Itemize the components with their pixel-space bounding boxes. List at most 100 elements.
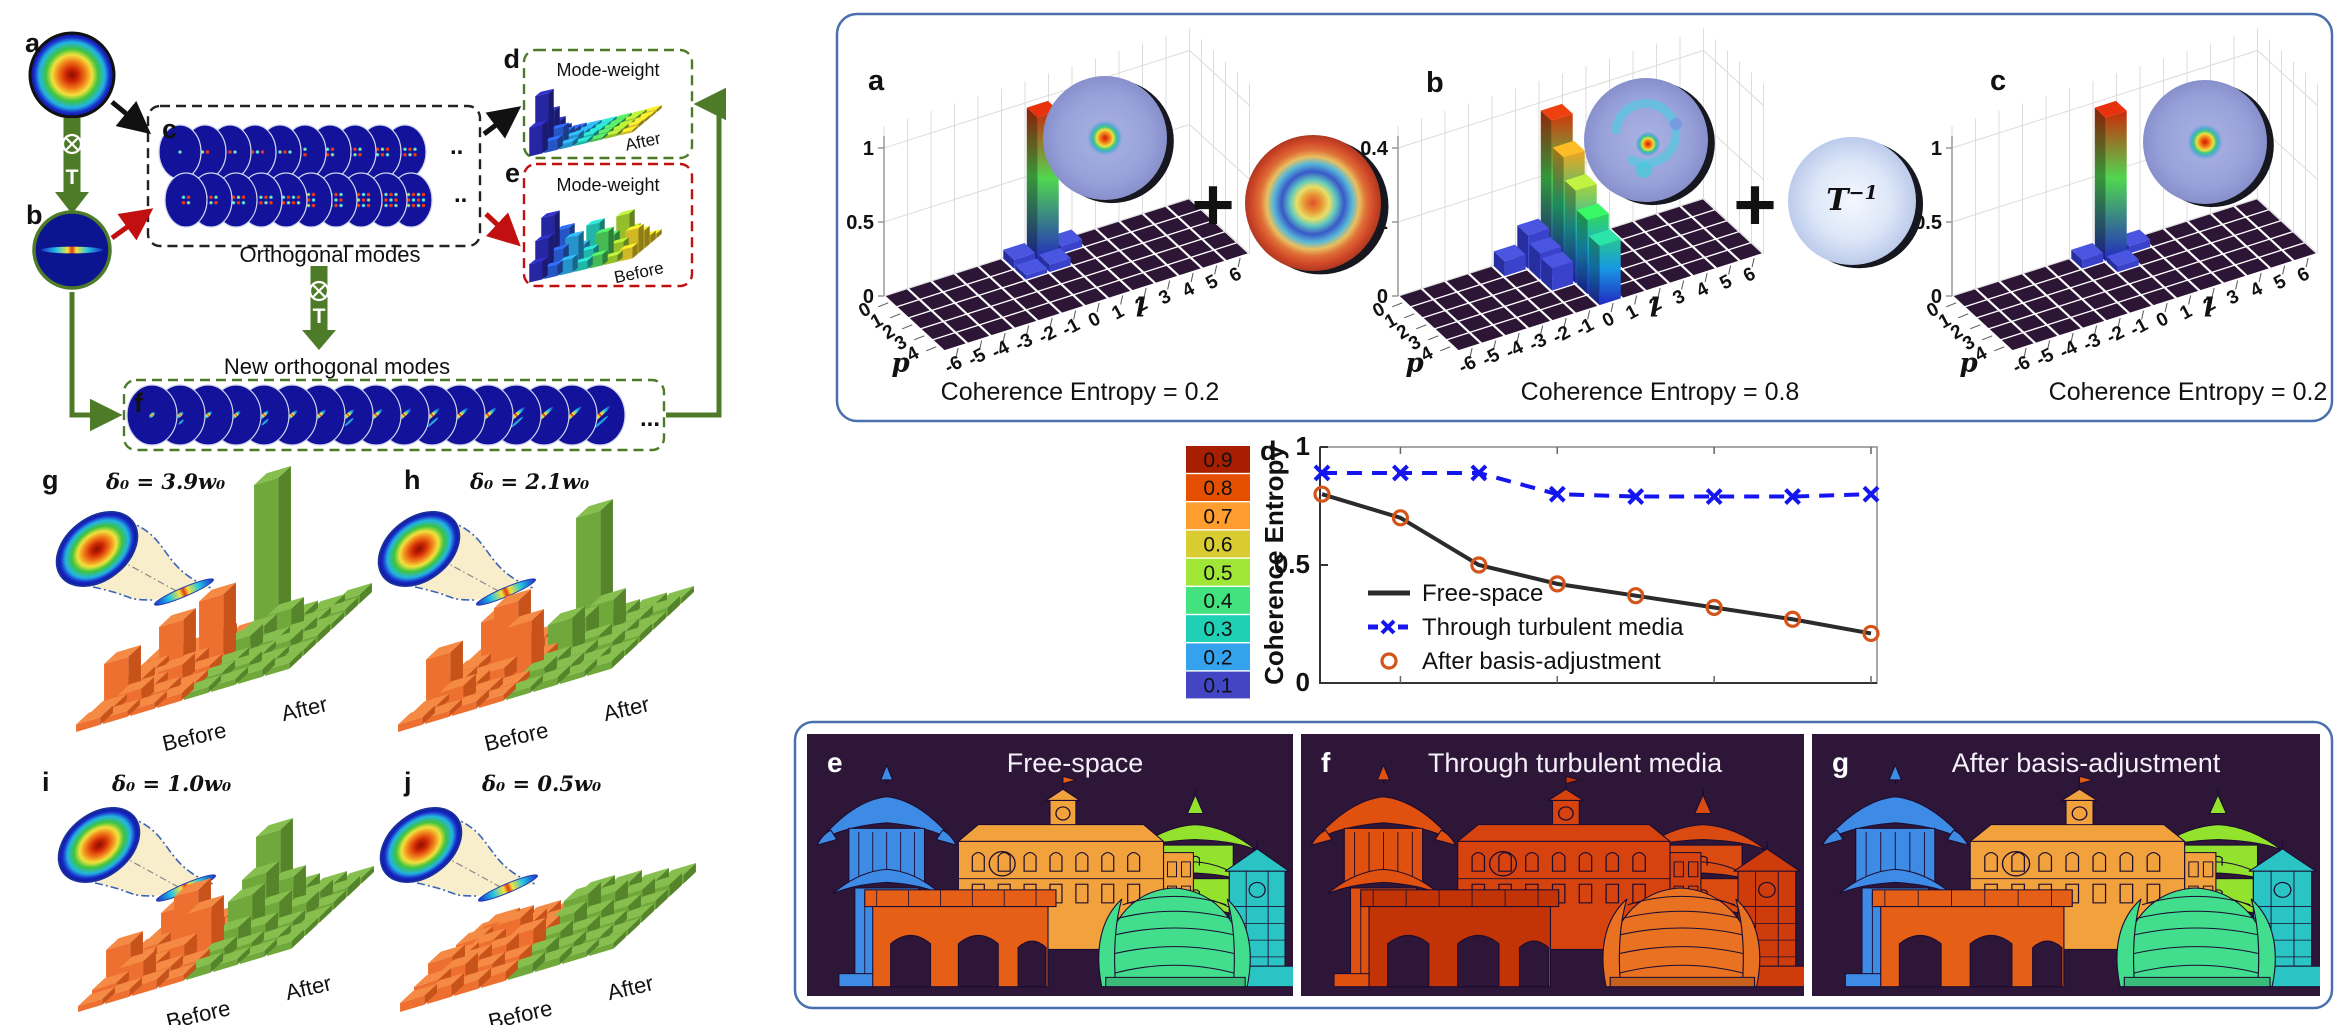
l-tick-label: -3 (1012, 329, 1037, 355)
new-orthogonal-modes-box (122, 378, 666, 452)
t-inverse-label: T−1 (1826, 182, 1877, 218)
optical-mode (126, 384, 178, 446)
panel-label-i: i (42, 767, 50, 797)
orthogonal-modes-box (146, 104, 482, 248)
l-tick-label: 6 (1740, 263, 1759, 287)
generated-graphics: TTBeforeAfterBeforeAfterBeforeAfterBefor… (28, 12, 2334, 1025)
z-tick-label: 1 (1931, 138, 1942, 160)
modal-bars (2071, 100, 2151, 273)
delta-formula-g: δ₀ = 3.9w₀ (105, 469, 225, 494)
l-tick-label: -6 (941, 352, 966, 378)
x-marker (1470, 464, 1488, 482)
p-axis-label: p (1406, 348, 1424, 378)
image-panel-label-e: e (827, 747, 843, 778)
after-axis-tag: After (283, 970, 334, 1005)
beam-propagation-funnel (379, 807, 539, 902)
flow-arrow (110, 208, 154, 241)
l-tick-label: 5 (2270, 271, 2290, 295)
mode-weight-before-title: Mode-weight (556, 175, 659, 195)
before-axis-tag: Before (160, 717, 229, 756)
circle-marker (1548, 575, 1566, 593)
delta-formula-h: δ₀ = 2.1w₀ (469, 469, 589, 494)
l-tick-label: -6 (1455, 352, 1480, 378)
t-inverse-disk: T−1 (1788, 137, 1924, 269)
y-tick-label: 1 (1296, 431, 1310, 461)
entropy-panels-box: 00.5101234-6-5-4-3-2-10123456pl00.20.401… (835, 12, 2334, 423)
legend-entry: Through turbulent media (1422, 614, 1684, 641)
beam-profile-disk (2143, 80, 2274, 208)
entropy-caption-a: Coherence Entropy = 0.2 (941, 378, 1220, 406)
colorbar-cell (1186, 502, 1250, 530)
mode-weight-before-box (522, 162, 694, 288)
circle-marker (1391, 509, 1410, 527)
mode-conversion-schematic: TT (28, 31, 726, 452)
l-tick-label: 4 (1693, 278, 1713, 302)
colorbar-value: 0.3 (1203, 618, 1232, 641)
delta-h-chart (398, 499, 694, 732)
mode-row1-ellipsis: .. (450, 133, 463, 160)
delta-i-chart (78, 818, 374, 1012)
floor-tiles (1953, 199, 2316, 351)
circle-marker (1783, 610, 1802, 628)
flow-arrow (110, 100, 152, 135)
delta-j-chart (400, 863, 696, 1012)
colorbar-cell (1186, 474, 1250, 501)
floor-tiles (1399, 199, 1762, 351)
z-tick-label: 1 (863, 138, 874, 160)
panel-label-d: d (504, 44, 521, 74)
flow-arrow (69, 292, 123, 432)
speckle-profile-disk (1584, 78, 1715, 206)
skyline-e (816, 764, 1293, 988)
colorbar-value: 0.4 (1203, 590, 1233, 613)
new-orthogonal-modes-caption: New orthogonal modes (224, 354, 450, 379)
l-axis-label: l (2204, 293, 2214, 323)
panel-label-e: e (505, 158, 520, 188)
after-axis-tag: After (601, 691, 652, 726)
beam-propagation-funnel (55, 511, 215, 606)
mode-weight-after-chart (529, 88, 662, 157)
l-tick-label: -4 (1502, 337, 1527, 364)
p-axis-label: p (1960, 348, 1978, 378)
circle-marker (1627, 587, 1645, 605)
l-tick-label: 5 (1716, 271, 1736, 295)
mode-weight-after-box (522, 48, 694, 160)
mode-rowf-ellipsis: ... (640, 405, 660, 432)
l-tick-label: 0 (1599, 308, 1618, 332)
colorbar-value: 0.5 (1203, 562, 1232, 585)
plus-sign-2: + (1733, 163, 1776, 246)
colorbar-value: 0.8 (1203, 477, 1232, 500)
coherence-entropy-chart: 0 0.5 1 Free-space Through turbulent media Af… (1274, 431, 1880, 697)
panel-label-trend-d: d (1260, 436, 1277, 466)
l-tick-label: 3 (2223, 286, 2242, 310)
circle-marker (1313, 485, 1331, 503)
l-tick-label: 5 (1202, 271, 1222, 295)
before-axis-tag: Before (482, 717, 551, 756)
l-tick-label: -1 (1059, 314, 1084, 341)
delta-j-panel: Before After (379, 807, 696, 1025)
x-marker (1548, 485, 1566, 503)
colorbar-cell (1186, 446, 1250, 473)
panel-label-a: a (25, 28, 41, 58)
colorbar-cell (1186, 558, 1250, 586)
colorbar-cell (1186, 530, 1250, 558)
panel-label-f: f (134, 388, 144, 418)
l-tick-label: -3 (2080, 329, 2105, 355)
trend-legend: Free-space Through turbulent media After b… (1368, 580, 1684, 675)
skyline-g (1821, 764, 2320, 988)
beam-profile-disk (1043, 76, 1174, 204)
colorbar-cell (1186, 643, 1250, 671)
colorbar-cell (1186, 671, 1250, 699)
trend-ylabel: Coherence Entropy (1259, 445, 1289, 685)
delta-g-chart (76, 466, 372, 732)
circle-marker (1705, 598, 1723, 617)
l-tick-label: -4 (988, 337, 1013, 364)
colorbar-value: 0.2 (1203, 646, 1232, 669)
image-panel-title-e: Free-space (1007, 748, 1144, 778)
x-marker (1862, 485, 1880, 503)
rt-panel-label-a: a (868, 65, 885, 97)
colorbar-value: 0.1 (1203, 675, 1232, 698)
